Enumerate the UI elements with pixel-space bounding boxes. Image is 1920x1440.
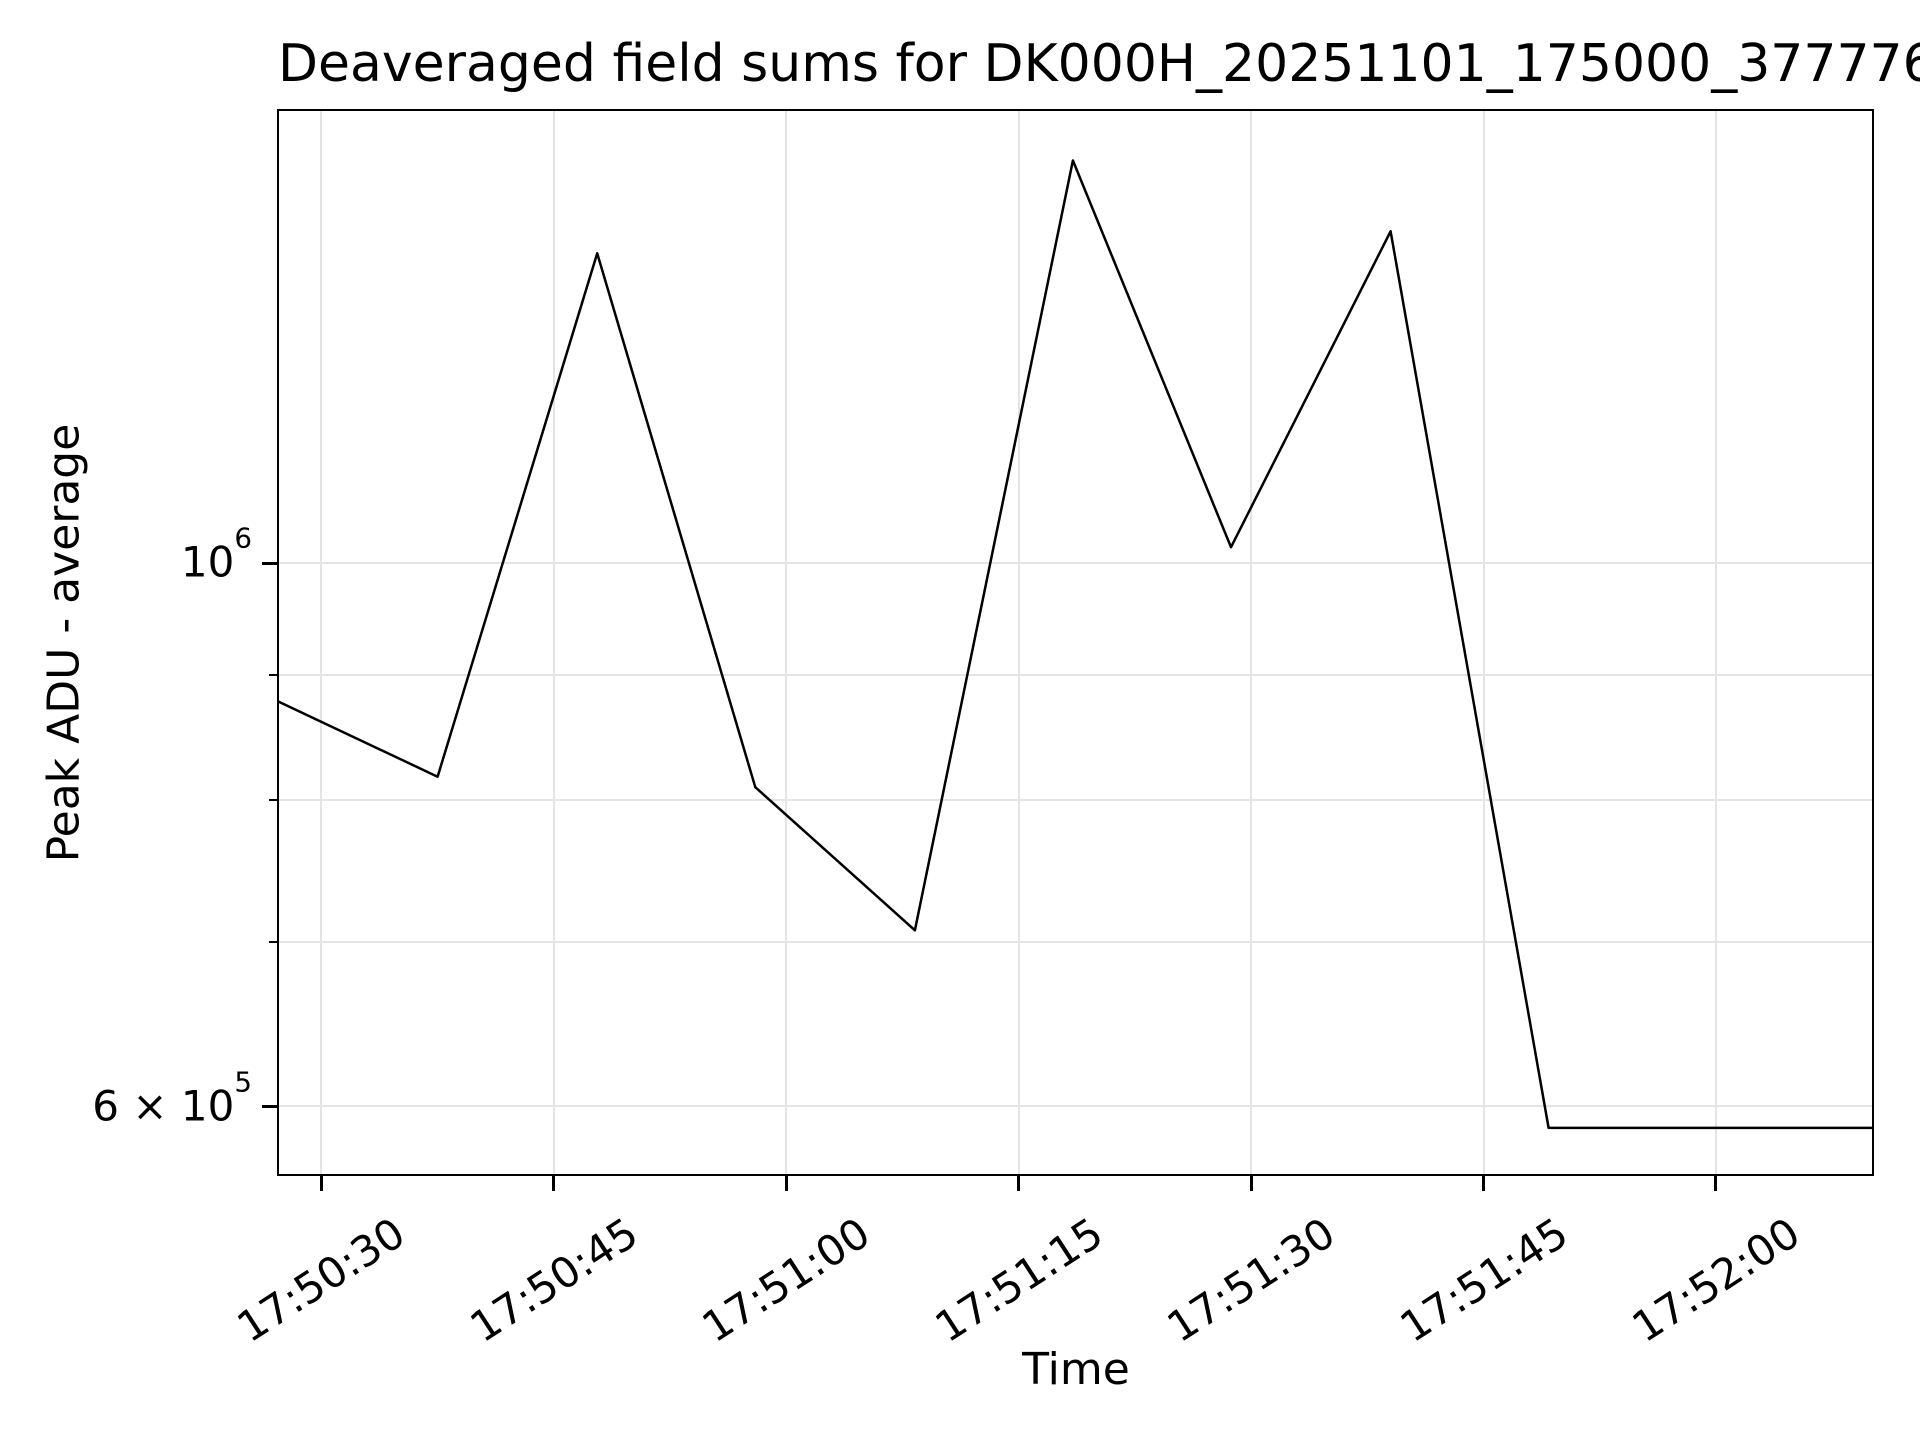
y-tick-prefix: 6 ×	[92, 1081, 181, 1131]
plot-area	[277, 109, 1874, 1176]
y-tick-label-1e6: 106	[0, 524, 252, 587]
x-axis-label: Time	[1022, 1344, 1130, 1395]
series-polyline	[277, 159, 1874, 1130]
chart-title: Deaveraged field sums for DK000H_2025110…	[278, 34, 1920, 94]
y-tick-base: 10	[180, 1081, 235, 1131]
y-tick-label-6e5: 6 × 105	[0, 1068, 252, 1131]
y-tick-exponent: 6	[234, 521, 252, 555]
y-tick-exponent: 5	[234, 1065, 252, 1099]
y-tick-base: 10	[180, 537, 235, 587]
